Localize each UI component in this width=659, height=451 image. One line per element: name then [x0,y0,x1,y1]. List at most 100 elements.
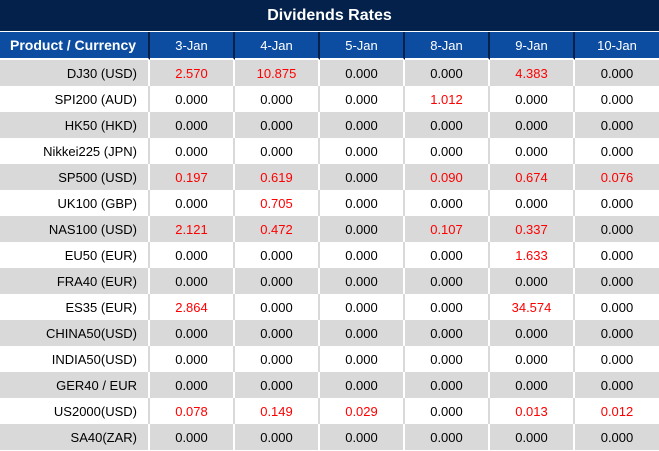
dividend-value-cell: 0.000 [405,242,490,268]
table-row: ES35 (EUR) 2.864 0.000 0.000 0.000 34.574 0.00… [0,294,659,320]
dividend-value-cell: 0.012 [575,398,659,424]
dividend-value-cell: 0.705 [235,190,320,216]
dividend-value-cell: 0.000 [575,294,659,320]
dividend-value-cell: 0.000 [575,138,659,164]
dividend-value-cell: 0.000 [320,424,405,450]
dividend-value-cell: 0.000 [320,268,405,294]
dividend-value-cell: 0.000 [405,138,490,164]
dividend-value-cell: 0.000 [150,112,235,138]
dividend-value-cell: 0.000 [235,86,320,112]
dividend-value-cell: 0.000 [320,60,405,86]
table-row: UK100 (GBP) 0.000 0.705 0.000 0.000 0.000 0.00… [0,190,659,216]
product-cell: ES35 (EUR) [0,294,150,320]
dividend-value-cell: 0.029 [320,398,405,424]
dividend-value-cell: 0.000 [490,346,575,372]
dividend-value-cell: 0.000 [575,268,659,294]
dividend-value-cell: 0.000 [320,86,405,112]
dividend-value-cell: 0.000 [235,372,320,398]
dividend-value-cell: 0.000 [490,190,575,216]
dividend-value-cell: 0.000 [320,372,405,398]
dividend-value-cell: 0.000 [405,346,490,372]
dividend-value-cell: 0.000 [150,190,235,216]
dividend-value-cell: 0.000 [235,138,320,164]
dividend-value-cell: 0.674 [490,164,575,190]
title-bar: Dividends Rates [0,0,659,32]
dividend-value-cell: 0.000 [320,112,405,138]
product-cell: INDIA50(USD) [0,346,150,372]
dividend-value-cell: 0.000 [320,164,405,190]
dividend-value-cell: 1.012 [405,86,490,112]
product-cell: Nikkei225 (JPN) [0,138,150,164]
product-cell: SP500 (USD) [0,164,150,190]
table-row: INDIA50(USD) 0.000 0.000 0.000 0.000 0.000 0.0… [0,346,659,372]
table-row: NAS100 (USD) 2.121 0.472 0.000 0.107 0.337 0.0… [0,216,659,242]
dividend-value-cell: 0.013 [490,398,575,424]
dividend-value-cell: 0.000 [320,190,405,216]
table-row: FRA40 (EUR) 0.000 0.000 0.000 0.000 0.000 0.00… [0,268,659,294]
product-cell: NAS100 (USD) [0,216,150,242]
dividend-value-cell: 0.000 [150,372,235,398]
date-header: 8-Jan [405,32,490,60]
dividend-value-cell: 0.076 [575,164,659,190]
dividend-value-cell: 2.121 [150,216,235,242]
dividend-value-cell: 0.000 [150,424,235,450]
dividend-value-cell: 34.574 [490,294,575,320]
table-row: SPI200 (AUD) 0.000 0.000 0.000 1.012 0.000 0.0… [0,86,659,112]
product-cell: EU50 (EUR) [0,242,150,268]
dividend-value-cell: 0.000 [320,242,405,268]
dividend-value-cell: 0.000 [405,190,490,216]
dividend-value-cell: 4.383 [490,60,575,86]
dividend-value-cell: 0.619 [235,164,320,190]
dividend-value-cell: 0.000 [575,190,659,216]
dividend-value-cell: 0.000 [235,112,320,138]
dividend-value-cell: 0.000 [320,346,405,372]
dividend-value-cell: 0.000 [575,346,659,372]
dividend-value-cell: 0.000 [150,346,235,372]
dividend-value-cell: 0.337 [490,216,575,242]
table-row: GER40 / EUR 0.000 0.000 0.000 0.000 0.000 0.00… [0,372,659,398]
product-currency-header: Product / Currency [0,32,150,60]
dividend-value-cell: 0.000 [405,60,490,86]
product-cell: US2000(USD) [0,398,150,424]
date-header: 4-Jan [235,32,320,60]
date-header: 3-Jan [150,32,235,60]
dividend-value-cell: 0.000 [405,398,490,424]
dividends-table: Product / Currency 3-Jan 4-Jan 5-Jan 8-Jan 9… [0,32,659,450]
dividend-value-cell: 0.000 [575,60,659,86]
table-row: US2000(USD) 0.078 0.149 0.029 0.000 0.013 0.01… [0,398,659,424]
dividend-value-cell: 0.000 [405,320,490,346]
dividend-value-cell: 0.000 [150,242,235,268]
dividend-value-cell: 0.000 [150,86,235,112]
product-cell: GER40 / EUR [0,372,150,398]
product-cell: UK100 (GBP) [0,190,150,216]
dividend-value-cell: 2.864 [150,294,235,320]
dividend-value-cell: 0.000 [575,86,659,112]
dividend-value-cell: 0.000 [490,112,575,138]
dividend-value-cell: 0.000 [405,112,490,138]
dividend-value-cell: 2.570 [150,60,235,86]
product-cell: DJ30 (USD) [0,60,150,86]
table-row: Nikkei225 (JPN) 0.000 0.000 0.000 0.000 0.000… [0,138,659,164]
dividend-value-cell: 0.000 [235,294,320,320]
table-row: EU50 (EUR) 0.000 0.000 0.000 0.000 1.633 0.000 [0,242,659,268]
product-cell: CHINA50(USD) [0,320,150,346]
dividend-value-cell: 0.000 [405,294,490,320]
product-cell: SA40(ZAR) [0,424,150,450]
table-row: HK50 (HKD) 0.000 0.000 0.000 0.000 0.000 0.000 [0,112,659,138]
date-header: 5-Jan [320,32,405,60]
dividend-value-cell: 0.000 [320,320,405,346]
product-cell: FRA40 (EUR) [0,268,150,294]
dividend-value-cell: 0.000 [490,320,575,346]
product-cell: HK50 (HKD) [0,112,150,138]
dividend-value-cell: 0.000 [490,138,575,164]
dividend-value-cell: 0.000 [575,320,659,346]
dividend-value-cell: 0.000 [405,372,490,398]
dividend-value-cell: 0.000 [575,216,659,242]
product-cell: SPI200 (AUD) [0,86,150,112]
table-row: CHINA50(USD) 0.000 0.000 0.000 0.000 0.000 0.0… [0,320,659,346]
dividend-value-cell: 0.000 [150,138,235,164]
dividend-value-cell: 0.000 [150,320,235,346]
dividend-value-cell: 0.472 [235,216,320,242]
dividend-value-cell: 0.000 [235,320,320,346]
